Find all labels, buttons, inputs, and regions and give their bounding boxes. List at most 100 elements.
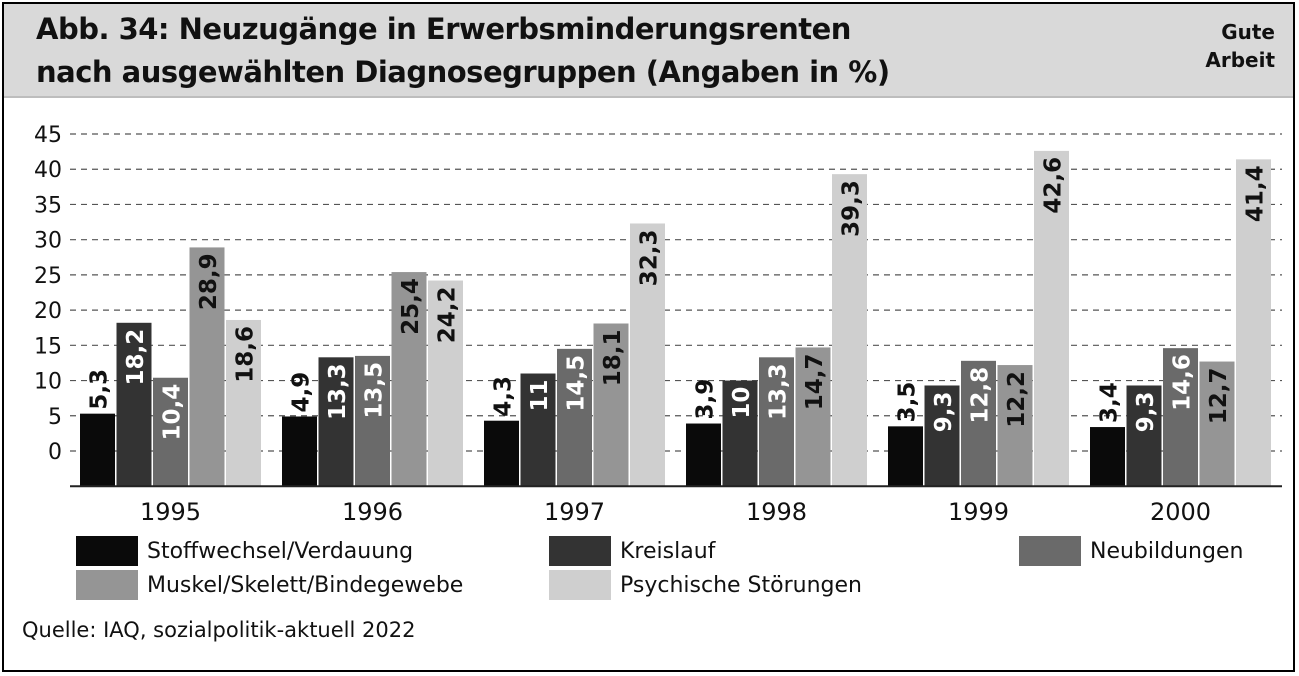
bar <box>189 247 225 487</box>
x-tick-label: 1998 <box>746 498 807 526</box>
data-label: 24,2 <box>435 287 461 344</box>
data-label: 4,3 <box>491 376 517 417</box>
data-label: 9,3 <box>1133 391 1159 432</box>
data-label: 42,6 <box>1041 157 1067 214</box>
legend-swatch <box>548 535 612 567</box>
legend-label: Psychische Störungen <box>620 572 862 598</box>
bar <box>557 348 592 487</box>
y-tick-label: 0 <box>48 440 62 465</box>
bar <box>153 377 188 487</box>
data-label: 13,3 <box>325 363 351 420</box>
legend-swatch <box>1018 535 1082 567</box>
legend-swatch <box>548 569 612 601</box>
title-line-1: Abb. 34: Neuzugänge in Erwerbsminderungs… <box>36 12 851 46</box>
data-label: 18,2 <box>123 329 149 386</box>
data-label: 13,3 <box>766 363 792 420</box>
data-label: 5,3 <box>87 369 113 410</box>
bar <box>722 380 758 487</box>
data-label: 41,4 <box>1243 165 1269 222</box>
bar <box>355 355 390 487</box>
y-tick-label: 5 <box>48 405 62 430</box>
bar <box>997 365 1033 487</box>
bar <box>593 323 629 487</box>
bar <box>888 426 923 487</box>
legend-label: Stoffwechsel/Verdauung <box>147 538 414 564</box>
bar <box>686 423 721 487</box>
chart-header: Abb. 34: Neuzugänge in Erwerbsminderungs… <box>4 4 1293 98</box>
brand-label: Gute Arbeit <box>1205 18 1275 74</box>
data-label: 18,1 <box>600 329 626 386</box>
bar <box>80 413 115 487</box>
title-line-2: nach ausgewählten Diagnosegruppen (Angab… <box>36 55 890 89</box>
bar <box>759 357 794 487</box>
x-tick-label: 1999 <box>948 498 1009 526</box>
legend-label: Muskel/Skelett/Bindegewebe <box>147 572 464 598</box>
bar <box>391 272 427 487</box>
legend-item: Stoffwechsel/Verdauung <box>75 534 413 568</box>
bar <box>1236 159 1271 487</box>
y-tick-label: 45 <box>34 123 62 148</box>
legend-label: Kreislauf <box>620 538 716 564</box>
bar <box>484 420 519 487</box>
data-label: 13,5 <box>362 362 388 419</box>
data-label: 3,4 <box>1097 382 1123 423</box>
data-label: 28,9 <box>196 253 222 310</box>
x-tick-label: 1997 <box>544 498 605 526</box>
data-label: 10 <box>729 387 755 419</box>
y-tick-label: 35 <box>34 193 62 218</box>
y-tick-label: 25 <box>34 264 62 289</box>
y-tick-label: 10 <box>34 370 62 395</box>
bar <box>116 322 152 487</box>
bar <box>961 360 996 487</box>
bar <box>1090 427 1125 487</box>
data-label: 12,7 <box>1206 368 1232 425</box>
data-label: 3,9 <box>693 379 719 420</box>
bar <box>1163 348 1198 487</box>
legend-swatch <box>75 535 139 567</box>
data-label: 25,4 <box>398 278 424 335</box>
brand-line-2: Arbeit <box>1205 48 1275 72</box>
brand-line-1: Gute <box>1221 20 1275 44</box>
x-tick-label: 1995 <box>140 498 201 526</box>
legend-item: Kreislauf <box>548 534 715 568</box>
bar <box>832 174 867 487</box>
data-label: 14,7 <box>802 353 828 410</box>
legend-label: Neubildungen <box>1090 538 1244 564</box>
bar <box>282 416 317 487</box>
x-tick-label: 1996 <box>342 498 403 526</box>
legend-item: Psychische Störungen <box>548 568 862 602</box>
bar <box>924 385 960 487</box>
data-label: 11 <box>527 380 553 412</box>
y-tick-label: 20 <box>34 299 62 324</box>
bar <box>1199 361 1235 487</box>
data-label: 18,6 <box>233 326 259 383</box>
y-tick-label: 30 <box>34 229 62 254</box>
data-label: 32,3 <box>637 229 663 286</box>
bar <box>318 357 354 487</box>
data-label: 12,8 <box>968 367 994 424</box>
bar <box>1034 150 1069 487</box>
data-label: 4,9 <box>289 372 315 413</box>
bar <box>428 280 463 487</box>
y-tick-label: 15 <box>34 334 62 359</box>
data-label: 14,6 <box>1170 354 1196 411</box>
data-label: 10,4 <box>160 384 186 441</box>
legend-swatch <box>75 569 139 601</box>
x-tick-label: 2000 <box>1150 498 1211 526</box>
bar <box>226 319 261 487</box>
data-label: 9,3 <box>931 391 957 432</box>
source-note: Quelle: IAQ, sozialpolitik-aktuell 2022 <box>22 618 416 642</box>
chart-title: Abb. 34: Neuzugänge in Erwerbsminderungs… <box>36 8 1036 94</box>
bar <box>630 223 665 487</box>
bar <box>795 347 831 487</box>
legend-item: Neubildungen <box>1018 534 1243 568</box>
data-label: 14,5 <box>564 355 590 412</box>
legend-item: Muskel/Skelett/Bindegewebe <box>75 568 463 602</box>
data-label: 39,3 <box>839 180 865 237</box>
data-label: 3,5 <box>895 382 921 423</box>
bar <box>1126 385 1162 487</box>
y-tick-label: 40 <box>34 158 62 183</box>
bar <box>520 373 556 487</box>
data-label: 12,2 <box>1004 371 1030 428</box>
